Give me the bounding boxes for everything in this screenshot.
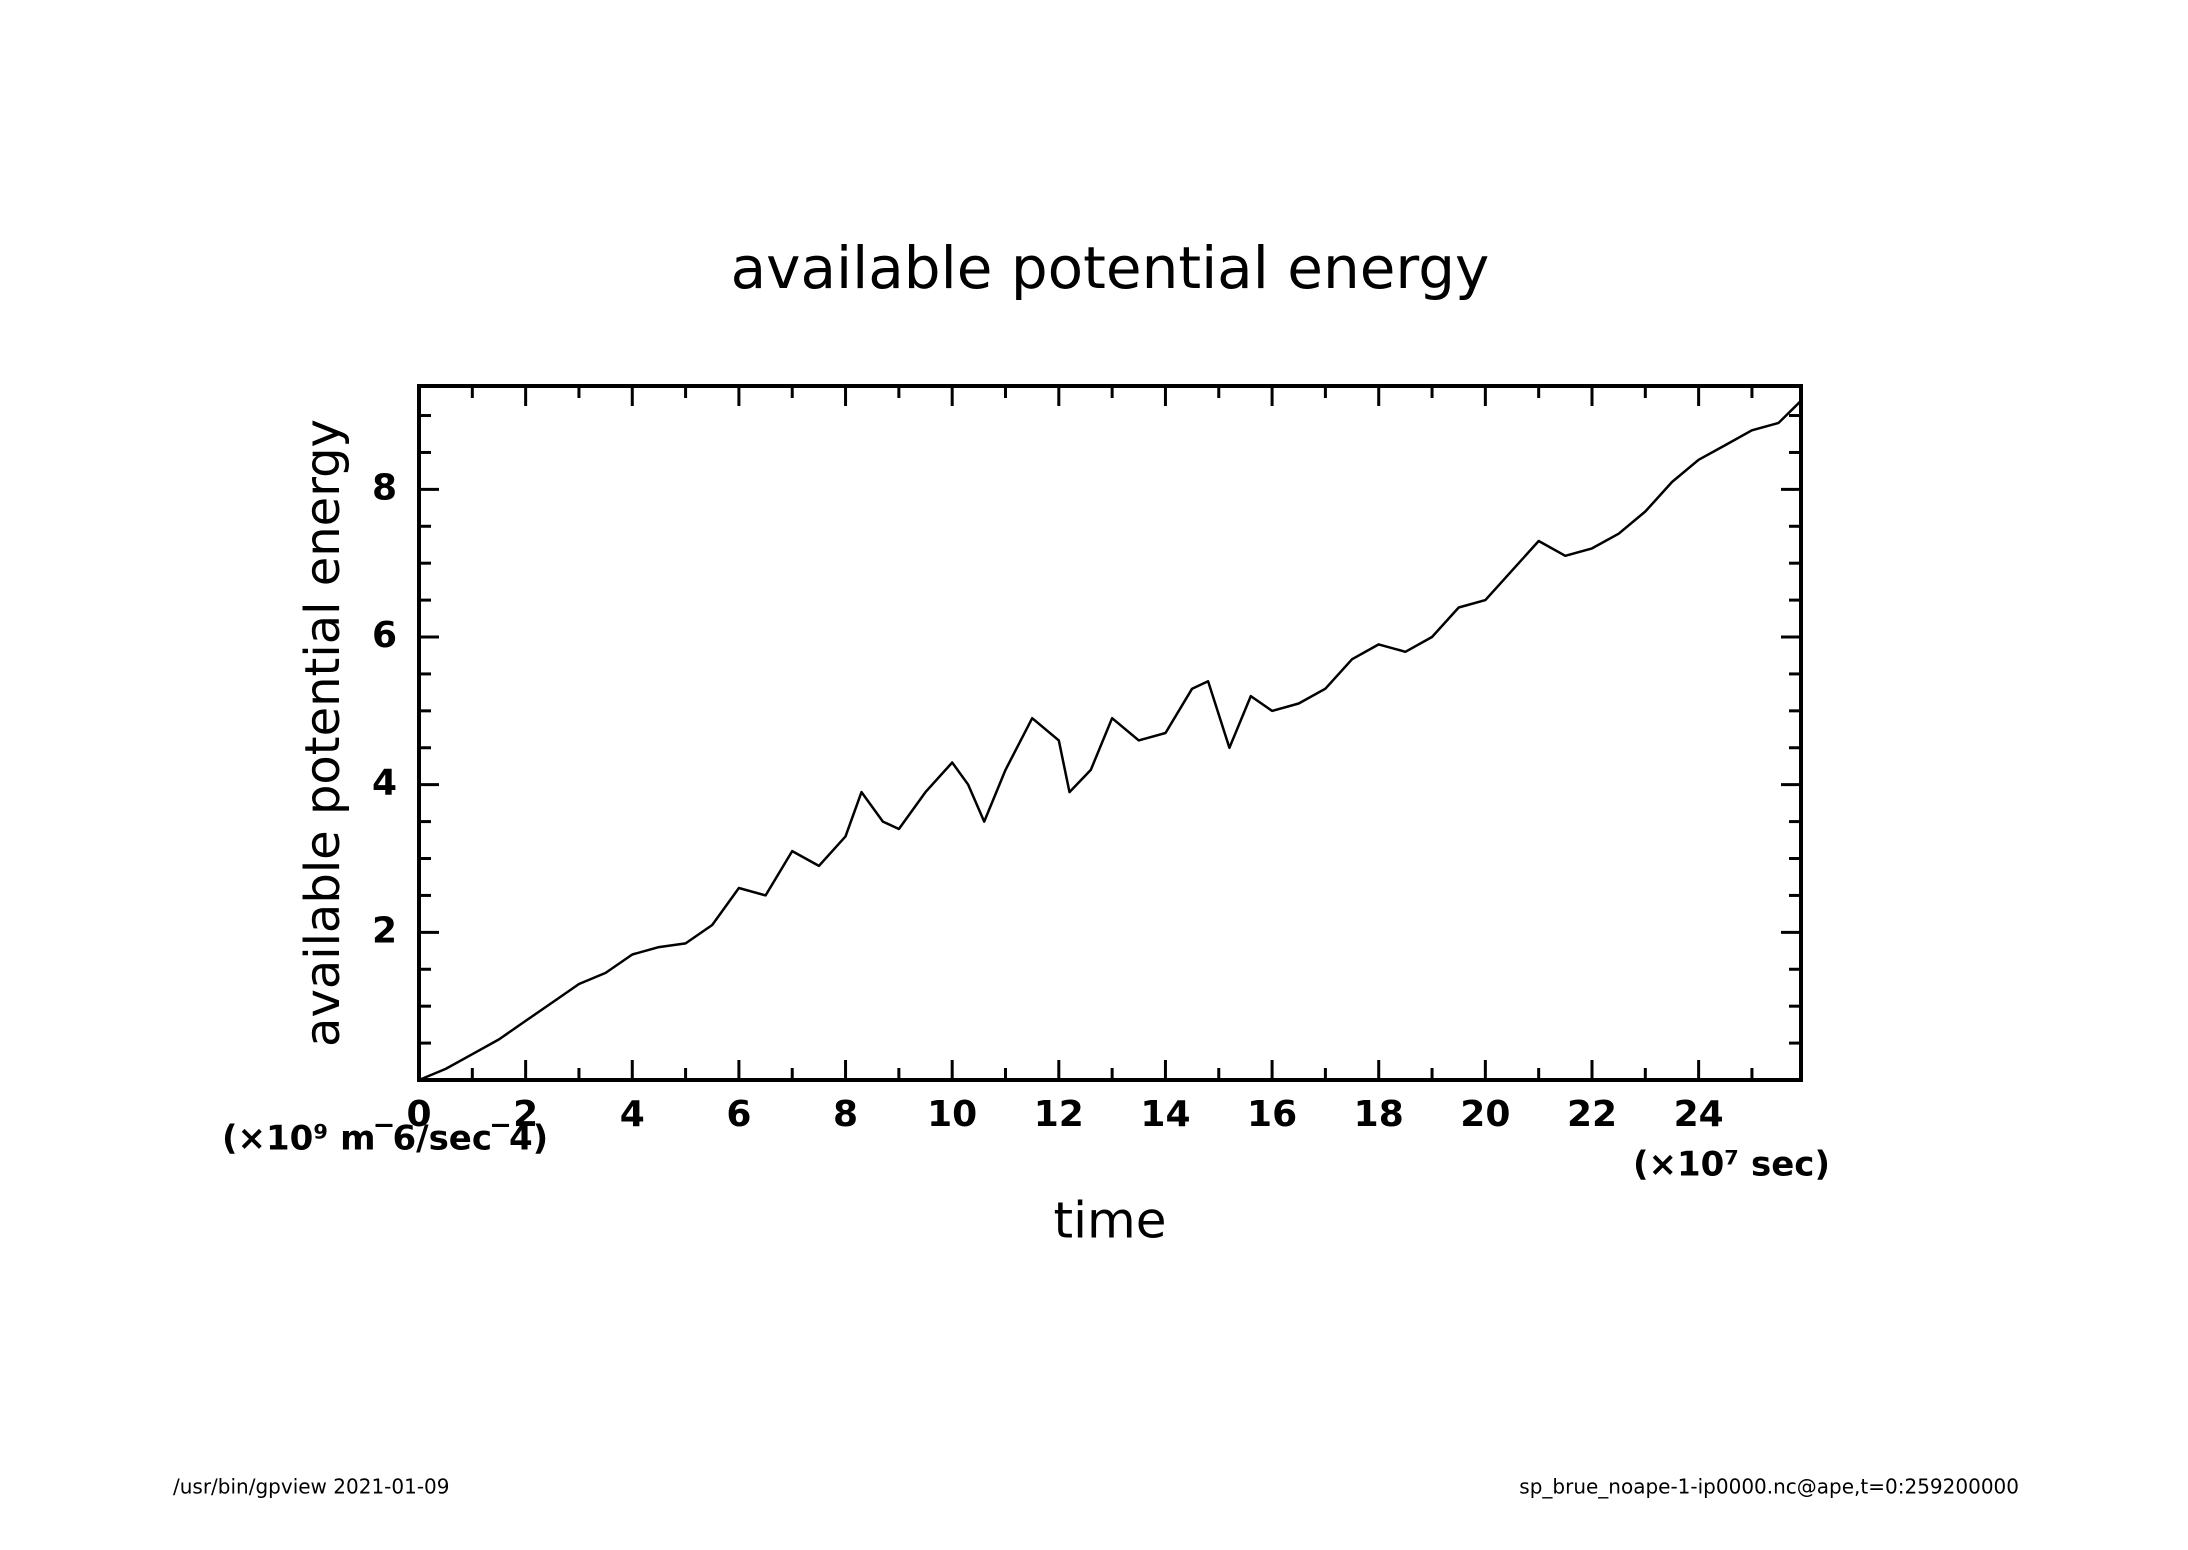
- x-tick-label: 18: [1354, 1094, 1404, 1135]
- x-tick-label: 22: [1567, 1094, 1617, 1135]
- x-tick-label: 6: [726, 1094, 751, 1135]
- y-tick-label: 2: [372, 910, 397, 951]
- x-tick-label: 2: [513, 1094, 538, 1135]
- x-tick-label: 20: [1460, 1094, 1510, 1135]
- chart-title: available potential energy: [731, 234, 1490, 302]
- x-tick-label: 0: [406, 1094, 431, 1135]
- y-tick-label: 8: [372, 467, 397, 508]
- x-unit: (×10⁷ sec): [1633, 1145, 1830, 1185]
- y-tick-label: 4: [372, 763, 397, 804]
- x-tick-label: 16: [1247, 1094, 1297, 1135]
- x-tick-label: 8: [833, 1094, 858, 1135]
- y-axis-label: available potential energy: [295, 419, 351, 1047]
- x-tick-label: 14: [1140, 1094, 1190, 1135]
- x-tick-label: 4: [620, 1094, 645, 1135]
- data-line: [418, 399, 1802, 1082]
- footer-left: /usr/bin/gpview 2021-01-09: [173, 1475, 450, 1499]
- footer-right: sp_brue_noape-1-ip0000.nc@ape,t=0:259200…: [1519, 1475, 2019, 1499]
- x-axis-label: time: [1054, 1192, 1167, 1250]
- x-tick-label: 10: [927, 1094, 977, 1135]
- plot-frame: [417, 384, 1803, 1082]
- x-tick-label: 24: [1674, 1094, 1724, 1135]
- y-tick-label: 6: [372, 615, 397, 656]
- x-tick-label: 12: [1034, 1094, 1084, 1135]
- y-unit: (×10⁹ m‾6/sec‾4): [222, 1119, 548, 1159]
